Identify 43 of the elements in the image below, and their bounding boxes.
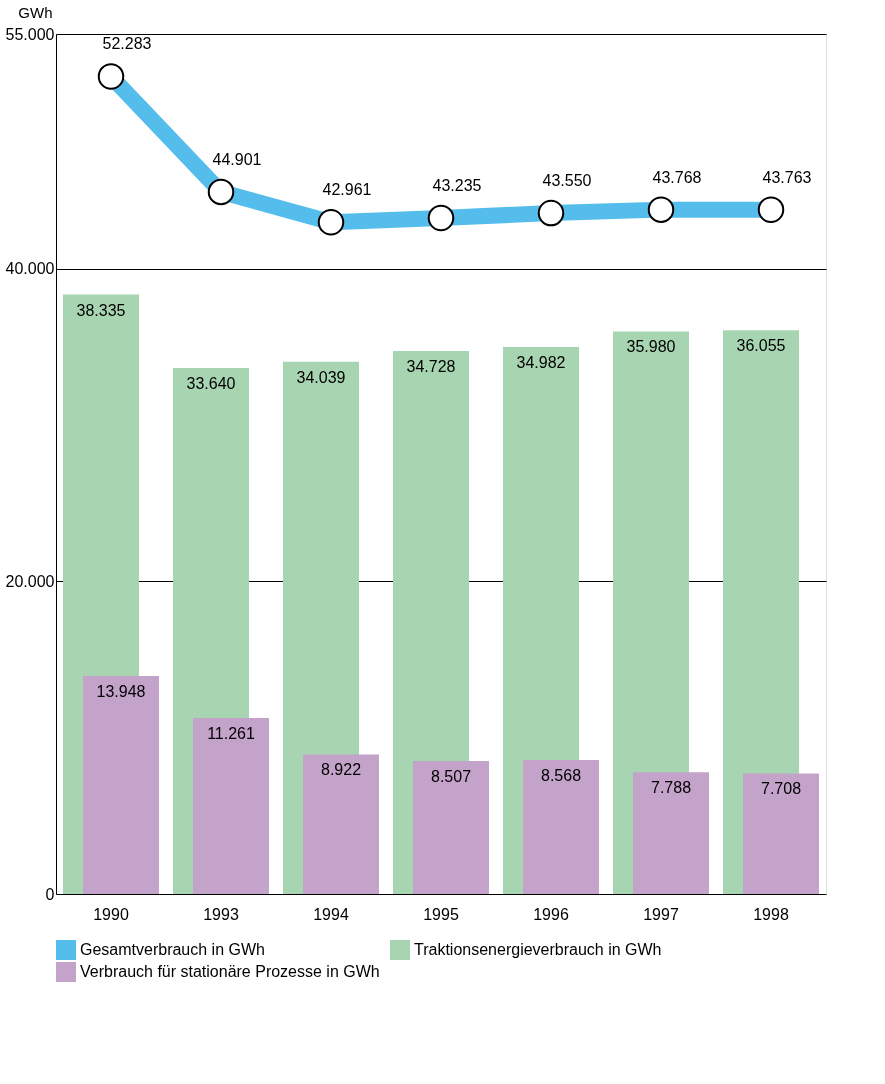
y-tick-label: 55.000 xyxy=(5,25,55,43)
data-label: 34.728 xyxy=(406,357,456,375)
bar xyxy=(83,675,159,894)
data-label: 52.283 xyxy=(102,35,152,53)
data-label: 43.763 xyxy=(762,168,812,186)
legend-label: Verbrauch für stationäre Prozesse in GWh xyxy=(80,963,380,980)
data-label: 13.948 xyxy=(96,682,146,700)
data-label: 11.261 xyxy=(207,724,255,742)
data-label: 7.708 xyxy=(760,780,802,798)
data-label: 8.568 xyxy=(540,767,582,785)
bar xyxy=(743,773,819,894)
legend-label: Traktionsenergieverbrauch in GWh xyxy=(414,941,662,958)
data-label: 34.982 xyxy=(516,354,566,372)
data-label: 8.507 xyxy=(430,767,472,785)
x-tick-label: 1995 xyxy=(423,905,459,923)
data-label: 43.550 xyxy=(542,172,592,190)
data-label: 33.640 xyxy=(186,374,236,392)
data-label: 44.901 xyxy=(212,150,262,168)
x-tick-label: 1998 xyxy=(753,905,789,923)
data-label: 35.980 xyxy=(626,338,676,356)
data-label: 42.961 xyxy=(322,181,372,199)
x-tick-label: 1990 xyxy=(93,905,129,923)
y-tick-label: 40.000 xyxy=(5,260,55,278)
x-tick-label: 1996 xyxy=(533,905,569,923)
bar xyxy=(413,760,489,894)
x-tick-label: 1997 xyxy=(643,905,679,923)
data-label: 34.039 xyxy=(296,368,346,386)
legend-label: Gesamtverbrauch in GWh xyxy=(80,941,265,958)
x-tick-label: 1993 xyxy=(203,905,239,923)
y-tick-label: 0 xyxy=(45,885,55,903)
y-axis-title: GWh xyxy=(18,3,53,21)
data-label: 8.922 xyxy=(320,761,362,779)
data-label: 36.055 xyxy=(736,337,786,355)
bar xyxy=(303,754,379,894)
bar xyxy=(633,772,709,894)
bar xyxy=(193,717,269,894)
y-tick-label: 20.000 xyxy=(5,572,55,590)
data-label: 7.788 xyxy=(650,779,692,797)
data-label: 43.768 xyxy=(652,168,702,186)
data-label: 38.335 xyxy=(76,301,126,319)
data-label: 43.235 xyxy=(432,176,482,194)
bar xyxy=(523,760,599,894)
x-tick-label: 1994 xyxy=(313,905,349,923)
